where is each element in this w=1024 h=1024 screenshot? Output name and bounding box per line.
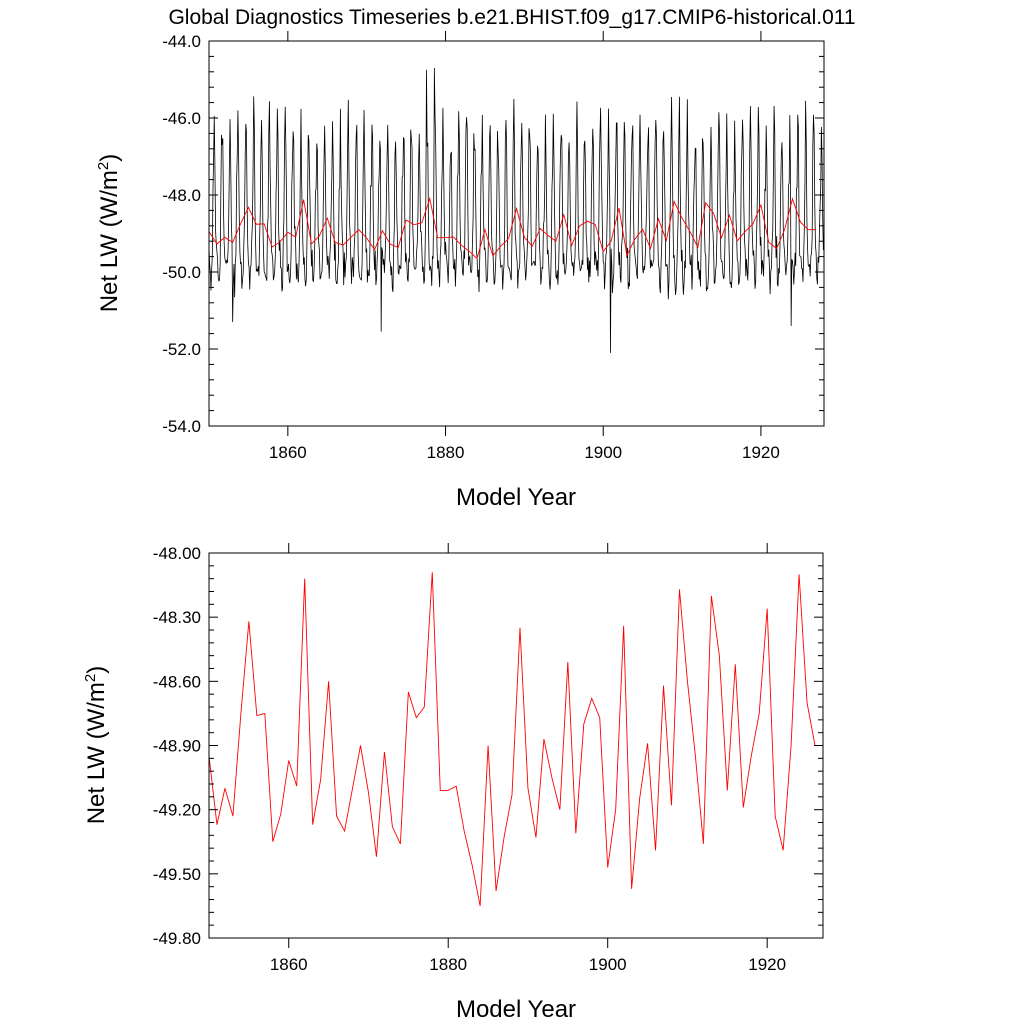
top-plot-frame <box>208 40 825 427</box>
top-x-tick-labels: 1860 1880 1900 1920 <box>269 443 780 462</box>
bottom-chart-panel: -48.00 -48.30 -48.60 -48.90 -49.20 -49.50 -49.… <box>82 543 824 1023</box>
top-y-axis-title-superscript: 2 <box>95 162 112 170</box>
y-tick-label: -48.00 <box>153 544 201 563</box>
y-tick-label: -44.0 <box>162 32 201 51</box>
x-tick-label: 1880 <box>429 955 467 974</box>
x-tick-label: 1880 <box>427 443 465 462</box>
bottom-y-axis-title-close: ) <box>83 666 110 674</box>
bottom-x-tick-labels: 1860 1880 1900 1920 <box>270 955 786 974</box>
y-tick-label: -48.0 <box>162 186 201 205</box>
top-y-axis-title-main: Net LW <box>96 234 123 313</box>
top-chart-panel: -44.0-46.0-48.0-50.0-52.0-54.0 1860 1880 1… <box>95 31 825 511</box>
y-tick-label: -50.0 <box>162 263 201 282</box>
x-tick-label: 1860 <box>270 955 308 974</box>
y-tick-label: -49.20 <box>153 801 201 820</box>
y-tick-label: -52.0 <box>162 340 201 359</box>
y-tick-label: -46.0 <box>162 109 201 128</box>
top-y-axis-title: Net LW (W/m2) <box>95 154 123 313</box>
x-tick-label: 1920 <box>748 955 786 974</box>
bottom-y-axis-title-units: (W/m <box>83 682 110 739</box>
y-tick-label: -49.80 <box>153 929 201 948</box>
bottom-y-tick-labels: -48.00 -48.30 -48.60 -48.90 -49.20 -49.50 -49.… <box>153 544 201 948</box>
x-tick-label: 1860 <box>269 443 307 462</box>
y-tick-label: -48.30 <box>153 608 201 627</box>
bottom-x-axis-title: Model Year <box>456 996 576 1023</box>
top-y-tick-labels: -44.0 -46.0 -48.0 -50.0 -52.0 -54.0 <box>162 32 201 436</box>
bottom-plot-area <box>208 572 823 907</box>
top-x-axis-title: Model Year <box>456 484 576 511</box>
monthly-series-line <box>208 67 824 353</box>
x-tick-label: 1900 <box>589 955 627 974</box>
y-tick-label: -49.50 <box>153 865 201 884</box>
x-tick-label: 1920 <box>742 443 780 462</box>
bottom-y-axis-title-main: Net LW <box>83 746 110 825</box>
annual-mean-series-line <box>208 572 823 907</box>
top-plot-area <box>208 67 824 353</box>
top-ticks <box>209 31 824 436</box>
bottom-y-axis-title: Net LW (W/m2) <box>82 666 110 825</box>
top-y-axis-title-close: ) <box>96 154 123 162</box>
y-tick-label: -48.90 <box>153 737 201 756</box>
x-tick-label: 1900 <box>584 443 622 462</box>
y-tick-label: -48.60 <box>153 672 201 691</box>
annual-mean-series-line <box>208 196 817 260</box>
top-y-axis-title-units: (W/m <box>96 170 123 227</box>
y-tick-label: -54.0 <box>162 417 201 436</box>
page-title: Global Diagnostics Timeseries b.e21.BHIS… <box>168 6 855 29</box>
bottom-ticks <box>209 543 823 948</box>
bottom-y-axis-title-superscript: 2 <box>82 674 99 682</box>
